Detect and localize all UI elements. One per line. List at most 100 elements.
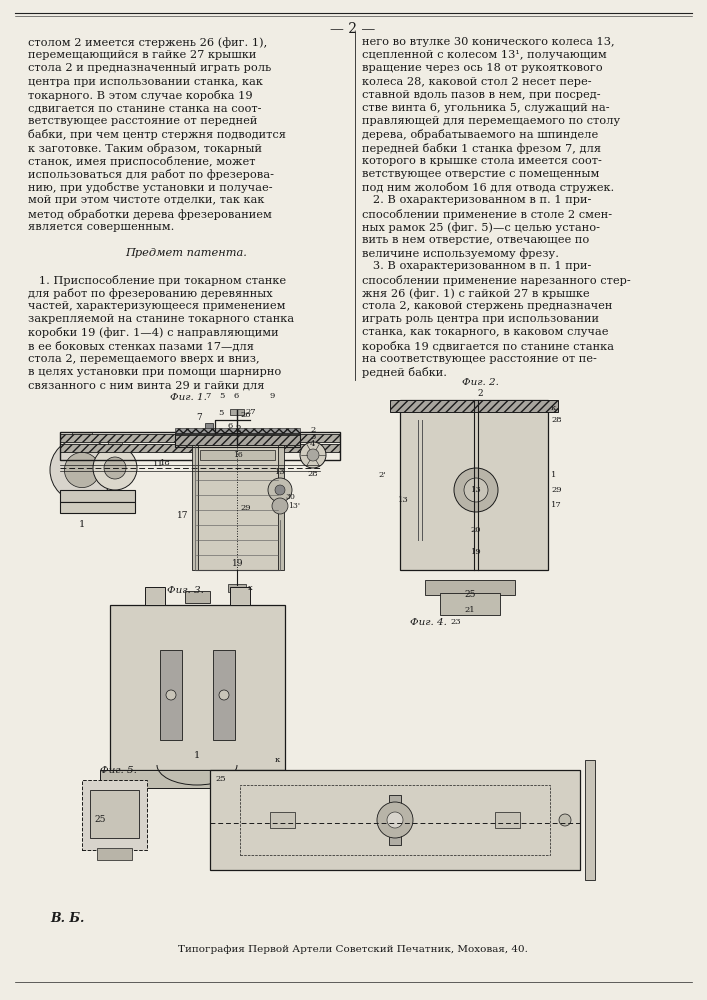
Text: способлении применение в столе 2 смен-: способлении применение в столе 2 смен- <box>362 209 612 220</box>
Text: 28: 28 <box>551 416 561 424</box>
Circle shape <box>268 478 292 502</box>
Text: 29: 29 <box>551 486 561 494</box>
Text: 1: 1 <box>551 471 556 479</box>
Bar <box>195 445 280 570</box>
Text: Фиг. 2.: Фиг. 2. <box>462 378 498 387</box>
Text: является совершенным.: является совершенным. <box>28 222 175 232</box>
Bar <box>175 433 300 447</box>
Text: 1: 1 <box>194 750 200 760</box>
Text: на соответствующее расстояние от пе-: на соответствующее расстояние от пе- <box>362 354 597 364</box>
Text: колеса 28, каковой стол 2 несет пере-: колеса 28, каковой стол 2 несет пере- <box>362 77 592 87</box>
Text: метод обработки дерева фрезерованием: метод обработки дерева фрезерованием <box>28 209 272 220</box>
Text: коробка 19 сдвигается по станине станка: коробка 19 сдвигается по станине станка <box>362 341 614 352</box>
Bar <box>185 591 210 603</box>
Text: 2: 2 <box>477 389 483 398</box>
Text: способлении применение нарезанного стер-: способлении применение нарезанного стер- <box>362 275 631 286</box>
Circle shape <box>272 498 288 514</box>
Bar <box>108 440 122 448</box>
Text: 29: 29 <box>240 504 250 512</box>
Text: 2: 2 <box>235 426 241 434</box>
Bar <box>110 605 285 770</box>
Bar <box>230 587 250 605</box>
Bar <box>230 409 244 415</box>
Text: 6: 6 <box>233 392 239 400</box>
Text: в целях установки при помощи шарнирно: в целях установки при помощи шарнирно <box>28 367 281 377</box>
Text: перемещающийся в гайке 27 крышки: перемещающийся в гайке 27 крышки <box>28 50 257 60</box>
Circle shape <box>219 690 229 700</box>
Text: 6: 6 <box>228 422 233 430</box>
Text: к: к <box>274 756 280 764</box>
Bar <box>60 490 135 502</box>
Text: дерева, обрабатываемого на шпинделе: дерева, обрабатываемого на шпинделе <box>362 129 598 140</box>
Circle shape <box>377 802 413 838</box>
Text: в ее боковых стенках пазами 17—для: в ее боковых стенках пазами 17—для <box>28 341 254 351</box>
Bar <box>160 650 182 740</box>
Bar <box>100 770 295 788</box>
Circle shape <box>104 457 126 479</box>
Text: ветствующее расстояние от передней: ветствующее расстояние от передней <box>28 116 257 126</box>
Text: станок, имея приспособление, может: станок, имея приспособление, может <box>28 156 255 167</box>
Text: стола 2, перемещаемого вверх и вниз,: стола 2, перемещаемого вверх и вниз, <box>28 354 259 364</box>
Text: для работ по фрезерованию деревянных: для работ по фрезерованию деревянных <box>28 288 273 299</box>
Text: 7: 7 <box>197 413 202 422</box>
Text: 23: 23 <box>450 618 461 626</box>
Circle shape <box>50 438 114 502</box>
Bar <box>192 445 198 570</box>
Text: стола 2, каковой стержень предназначен: стола 2, каковой стержень предназначен <box>362 301 612 311</box>
Text: Фиг. 3.: Фиг. 3. <box>167 586 204 595</box>
Text: 30: 30 <box>285 493 295 501</box>
Text: закрепляемой на станине токарного станка: закрепляемой на станине токарного станка <box>28 314 294 324</box>
Text: 21: 21 <box>464 606 475 614</box>
Text: 25: 25 <box>94 816 105 824</box>
Text: 19: 19 <box>233 559 244 568</box>
Bar <box>440 593 500 615</box>
Text: связанного с ним винта 29 и гайки для: связанного с ним винта 29 и гайки для <box>28 380 264 390</box>
Text: к: к <box>248 584 252 592</box>
Bar <box>60 432 340 460</box>
Text: 4: 4 <box>310 440 315 448</box>
Text: 25: 25 <box>464 590 476 599</box>
Text: 27: 27 <box>245 408 256 416</box>
Text: 1: 1 <box>79 520 85 529</box>
Text: величине используемому фрезу.: величине используемому фрезу. <box>362 248 559 259</box>
Text: коробки 19 (фиг. 1—4) с направляющими: коробки 19 (фиг. 1—4) с направляющими <box>28 327 279 338</box>
Text: 20: 20 <box>471 526 481 534</box>
Text: ставной вдоль пазов в нем, при посред-: ставной вдоль пазов в нем, при посред- <box>362 90 601 100</box>
Text: 13: 13 <box>471 486 481 494</box>
Text: вить в нем отверстие, отвечающее по: вить в нем отверстие, отвечающее по <box>362 235 589 245</box>
Bar <box>240 785 550 855</box>
Bar <box>210 770 580 870</box>
Bar <box>205 423 213 433</box>
Circle shape <box>307 449 319 461</box>
Text: 5: 5 <box>219 392 225 400</box>
Circle shape <box>454 468 498 512</box>
Text: вращение через ось 18 от рукояткового: вращение через ось 18 от рукояткового <box>362 63 602 73</box>
Text: использоваться для работ по фрезерова-: использоваться для работ по фрезерова- <box>28 169 274 180</box>
Text: 2. В охарактеризованном в п. 1 при-: 2. В охарактеризованном в п. 1 при- <box>362 195 591 205</box>
Text: 1. Приспособление при токарном станке: 1. Приспособление при токарном станке <box>28 275 286 286</box>
Bar <box>495 812 520 828</box>
Bar <box>213 650 235 740</box>
Bar <box>200 450 275 460</box>
Text: сдвигается по станине станка на соот-: сдвигается по станине станка на соот- <box>28 103 262 113</box>
Bar <box>389 795 401 845</box>
Text: 7: 7 <box>205 392 211 400</box>
Text: 13: 13 <box>274 468 286 476</box>
Text: Типография Первой Артели Советский Печатник, Моховая, 40.: Типография Первой Артели Советский Печат… <box>178 945 528 954</box>
Text: которого в крышке стола имеется соот-: которого в крышке стола имеется соот- <box>362 156 602 166</box>
Text: стола 2 и предназначенный играть роль: стола 2 и предназначенный играть роль <box>28 63 271 73</box>
Text: частей, характеризующееся применением: частей, характеризующееся применением <box>28 301 286 311</box>
Text: передней бабки 1 станка фрезом 7, для: передней бабки 1 станка фрезом 7, для <box>362 143 601 154</box>
Text: редней бабки.: редней бабки. <box>362 367 447 378</box>
Bar <box>278 445 284 570</box>
Text: нию, при удобстве установки и получае-: нию, при удобстве установки и получае- <box>28 182 273 193</box>
Circle shape <box>559 814 571 826</box>
Bar <box>400 400 548 570</box>
Bar <box>82 780 147 850</box>
Circle shape <box>93 446 137 490</box>
Bar <box>72 432 92 440</box>
Text: жня 26 (фиг. 1) с гайкой 27 в крышке: жня 26 (фиг. 1) с гайкой 27 в крышке <box>362 288 590 299</box>
Bar <box>175 435 300 445</box>
Bar <box>585 760 595 880</box>
Text: него во втулке 30 конического колеса 13,: него во втулке 30 конического колеса 13, <box>362 37 614 47</box>
